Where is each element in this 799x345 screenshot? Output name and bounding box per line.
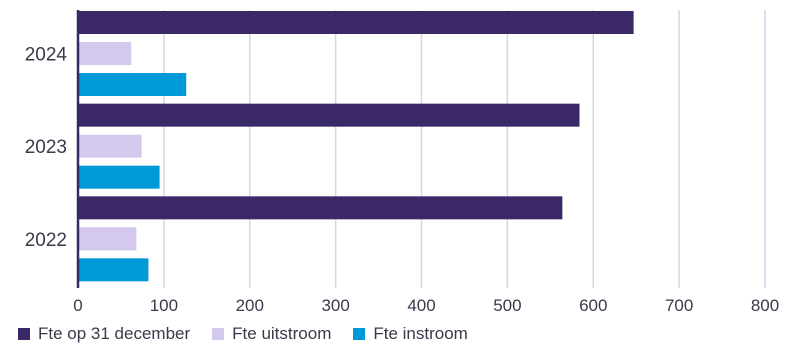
x-tick-label: 400 (407, 296, 435, 315)
bar-2022-1 (78, 227, 136, 250)
bar-2024-2 (78, 73, 186, 96)
bar-2023-1 (78, 135, 142, 158)
legend-swatch (353, 328, 365, 340)
legend-label: Fte instroom (373, 324, 467, 344)
legend: Fte op 31 december Fte uitstroom Fte instr… (18, 324, 490, 344)
x-tick-label: 800 (751, 296, 779, 315)
legend-item: Fte instroom (353, 324, 467, 344)
category-label: 2024 (25, 45, 68, 66)
bar-2022-2 (78, 258, 148, 281)
x-tick-label: 700 (665, 296, 693, 315)
x-tick-label: 0 (73, 296, 82, 315)
x-tick-label: 200 (236, 296, 264, 315)
bar-2023-0 (78, 104, 580, 127)
legend-swatch (18, 328, 30, 340)
bar-2024-1 (78, 42, 131, 65)
x-tick-label: 300 (321, 296, 349, 315)
legend-label: Fte uitstroom (232, 324, 331, 344)
bar-2022-0 (78, 196, 562, 219)
x-tick-label: 600 (579, 296, 607, 315)
gridlines (164, 10, 765, 288)
legend-item: Fte op 31 december (18, 324, 190, 344)
legend-swatch (212, 328, 224, 340)
bars (78, 11, 634, 281)
legend-label: Fte op 31 december (38, 324, 190, 344)
category-label: 2023 (25, 137, 67, 158)
bar-2023-2 (78, 166, 160, 189)
x-tick-labels: 0 100 200 300 400 500 600 700 800 (73, 296, 779, 315)
category-labels: 2024 2023 2022 (25, 45, 68, 251)
x-tick-label: 500 (493, 296, 521, 315)
x-tick-label: 100 (150, 296, 178, 315)
category-label: 2022 (25, 230, 67, 251)
legend-item: Fte uitstroom (212, 324, 331, 344)
bar-2024-0 (78, 11, 634, 34)
